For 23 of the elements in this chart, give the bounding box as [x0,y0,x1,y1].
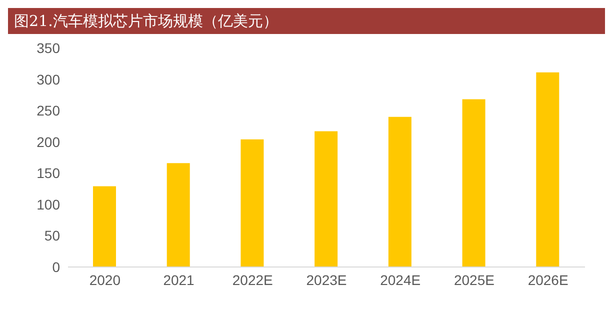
y-tick-label: 200 [36,134,60,150]
chart-title: 图21.汽车模拟芯片市场规模（亿美元） [8,8,605,34]
bar [240,139,264,267]
bar [388,116,412,267]
x-tick-label: 2026E [528,272,568,288]
x-tick-label: 2021 [163,272,195,288]
x-tick-label: 2022E [232,272,273,288]
bar [93,186,116,267]
y-tick-label: 350 [36,40,60,56]
bar [462,99,486,267]
x-tick-label: 2025E [454,272,494,288]
bar [314,131,338,267]
x-tick-label: 2023E [306,272,347,288]
x-tick-label: 2024E [380,272,421,288]
x-tick-label: 2020 [89,272,121,288]
bar [536,72,560,267]
y-tick-label: 300 [36,71,60,88]
y-tick-label: 0 [52,258,60,275]
y-tick-label: 100 [36,196,60,212]
bar [166,163,190,267]
y-tick-label: 150 [36,165,60,182]
y-tick-label: 250 [36,102,60,119]
y-tick-label: 50 [44,228,60,244]
